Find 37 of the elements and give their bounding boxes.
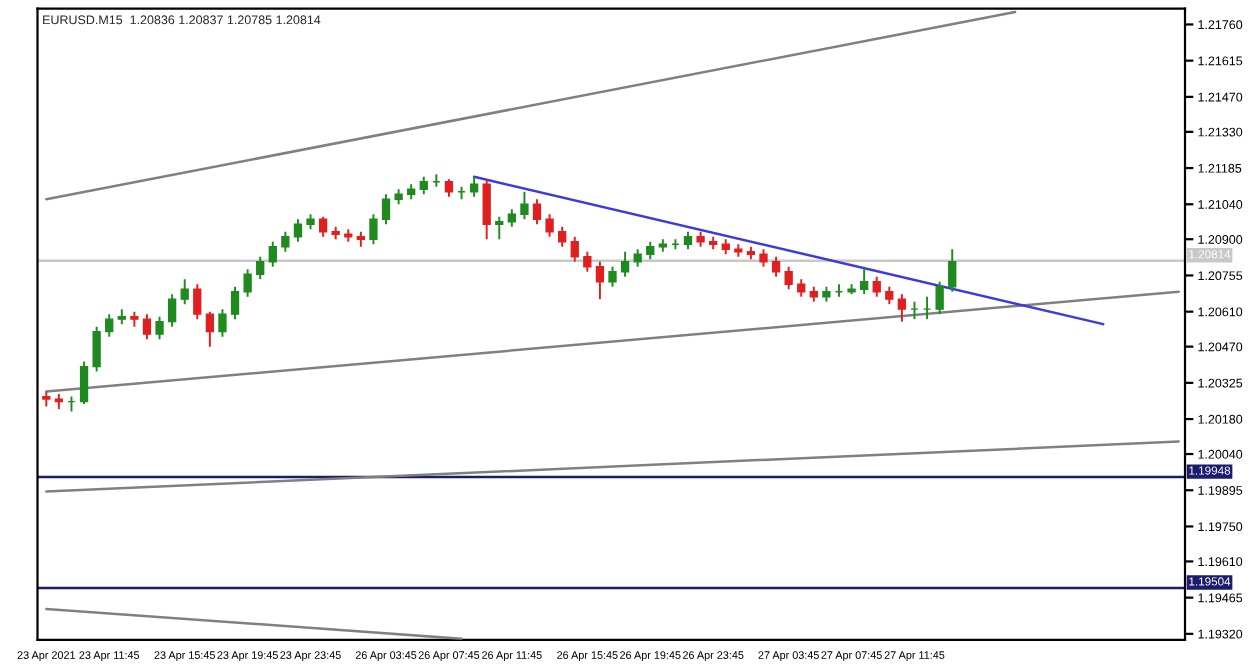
candlestick (897, 293, 907, 323)
candlestick (318, 215, 328, 238)
candlestick (105, 313, 114, 338)
candlestick (230, 285, 240, 321)
candlestick (608, 265, 617, 288)
candlestick (872, 275, 881, 298)
candlestick (218, 308, 227, 338)
candlestick (570, 235, 579, 263)
candlestick (155, 315, 164, 341)
candlestick (495, 215, 504, 241)
candlestick (243, 268, 252, 298)
candlestick (268, 240, 277, 268)
candlestick (381, 193, 391, 226)
candlestick (545, 213, 554, 238)
candlestick (784, 265, 793, 291)
candlestick (293, 218, 303, 243)
candlestick (369, 213, 378, 246)
candlestick (142, 313, 152, 341)
candlestick (532, 198, 542, 226)
candlestick (256, 255, 265, 281)
candlestick (193, 283, 202, 321)
candlestick (92, 325, 101, 373)
candlestick (948, 248, 957, 293)
candlestick (281, 230, 290, 253)
candlestick (771, 255, 781, 278)
candlestick (482, 178, 491, 241)
candlestick (859, 265, 869, 296)
candlestick (935, 280, 944, 316)
candlestick (583, 250, 592, 273)
candlestick (558, 225, 567, 248)
candlestick (79, 360, 89, 406)
candlestick (167, 293, 177, 328)
candlestick (180, 278, 189, 306)
candlestick (520, 190, 529, 221)
candlestick (205, 310, 215, 348)
candlestick (595, 260, 605, 301)
candlestick (620, 250, 630, 278)
